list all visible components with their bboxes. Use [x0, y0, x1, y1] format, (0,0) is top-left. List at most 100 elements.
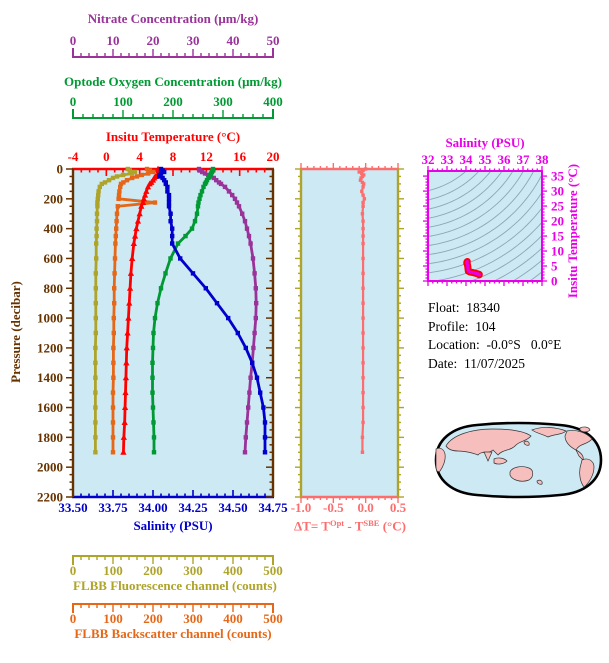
oxygen-axis-ruler: 0 100 200 300 400 — [70, 94, 283, 119]
ts-temperature-axis-title: Insitu Temperature (°C) — [565, 163, 580, 299]
delta-t-axis-title: ΔT= TOpt - TSBE (°C) — [250, 518, 450, 535]
svg-text:500: 500 — [263, 611, 283, 626]
svg-text:100: 100 — [113, 94, 133, 109]
svg-text:12: 12 — [200, 149, 213, 164]
svg-text:400: 400 — [263, 94, 283, 109]
svg-text:200: 200 — [143, 611, 163, 626]
svg-text:20: 20 — [267, 149, 280, 164]
svg-text:200: 200 — [143, 563, 163, 578]
map-landmass — [564, 430, 593, 451]
float-id-label: Float: — [428, 300, 460, 315]
svg-text:800: 800 — [44, 281, 64, 296]
profile-curve-fluorescence — [93, 166, 138, 455]
location-row: Location: -0.0°S 0.0°E — [428, 337, 561, 353]
svg-text:5: 5 — [551, 259, 558, 274]
fluorescence-axis-ruler: 0 100 200 300 400 500 — [70, 555, 283, 578]
profile-curve-oxygen — [150, 166, 216, 455]
svg-text:16: 16 — [233, 149, 247, 164]
svg-text:1000: 1000 — [37, 311, 63, 326]
map-landmass — [523, 440, 530, 446]
svg-text:400: 400 — [223, 611, 243, 626]
svg-text:0: 0 — [103, 149, 110, 164]
svg-text:0: 0 — [70, 33, 77, 48]
svg-text:37: 37 — [517, 152, 531, 167]
map-landmass — [579, 426, 591, 433]
svg-text:1400: 1400 — [37, 370, 63, 385]
ts-profile-curve — [463, 258, 483, 279]
delta-t-label-mid: - T — [344, 518, 364, 534]
svg-text:10: 10 — [107, 33, 120, 48]
svg-text:100: 100 — [103, 611, 123, 626]
svg-text:34.75: 34.75 — [258, 500, 288, 515]
svg-text:1600: 1600 — [37, 400, 63, 415]
svg-text:0: 0 — [551, 274, 558, 289]
svg-text:300: 300 — [213, 94, 233, 109]
svg-text:38: 38 — [536, 152, 550, 167]
salinity-axis-title: Salinity (PSU) — [133, 518, 213, 533]
float-id-row: Float: 18340 — [428, 300, 561, 316]
svg-text:0: 0 — [70, 94, 77, 109]
svg-text:34.25: 34.25 — [178, 500, 208, 515]
profile-number-value: 104 — [475, 318, 496, 334]
svg-text:1200: 1200 — [37, 340, 63, 355]
svg-text:30: 30 — [187, 33, 200, 48]
svg-text:25: 25 — [551, 199, 565, 214]
svg-text:34.00: 34.00 — [138, 500, 167, 515]
svg-text:33.50: 33.50 — [58, 500, 87, 515]
temperature-axis-title: Insitu Temperature (°C) — [105, 129, 241, 144]
delta-t-label-sup-opt: Opt — [329, 518, 345, 528]
backscatter-axis-ruler: 0 100 200 300 400 500 — [70, 603, 283, 626]
svg-text:10: 10 — [551, 244, 564, 259]
svg-text:32: 32 — [422, 152, 435, 167]
svg-text:20: 20 — [147, 33, 160, 48]
profile-curve-backscatter — [110, 166, 158, 455]
svg-text:50: 50 — [267, 33, 280, 48]
map-landmass — [536, 479, 543, 485]
date-value: 11/07/2025 — [464, 355, 526, 371]
map-landmass — [445, 428, 532, 456]
svg-text:0.0: 0.0 — [358, 500, 374, 515]
map-landmass — [531, 427, 567, 438]
svg-text:300: 300 — [183, 611, 203, 626]
svg-text:-4: -4 — [68, 149, 79, 164]
svg-text:34.50: 34.50 — [218, 500, 247, 515]
svg-text:15: 15 — [551, 229, 565, 244]
svg-text:400: 400 — [44, 221, 64, 236]
ts-density-contours — [428, 171, 542, 281]
delta-t-label-prefix: ΔT= T — [294, 518, 330, 534]
date-row: Date: 11/07/2025 — [428, 356, 561, 372]
svg-text:400: 400 — [223, 563, 243, 578]
svg-text:200: 200 — [163, 94, 183, 109]
oxygen-axis-title: Optode Oxygen Concentration (μm/kg) — [64, 74, 282, 89]
svg-text:500: 500 — [263, 563, 283, 578]
backscatter-axis-title: FLBB Backscatter channel (counts) — [74, 626, 272, 641]
delta-t-label-suffix: (°C) — [379, 518, 406, 534]
svg-text:2200: 2200 — [37, 490, 63, 505]
ts-diagram-title: Salinity (PSU) — [445, 135, 525, 150]
svg-text:4: 4 — [136, 149, 143, 164]
svg-text:-0.5: -0.5 — [323, 500, 344, 515]
svg-text:20: 20 — [551, 214, 564, 229]
svg-text:1800: 1800 — [37, 430, 63, 445]
fluorescence-axis-title: FLBB Fluorescence channel (counts) — [73, 578, 277, 593]
nitrate-axis-title: Nitrate Concentration (μm/kg) — [87, 11, 259, 26]
svg-text:600: 600 — [44, 251, 64, 266]
svg-text:34: 34 — [460, 152, 474, 167]
date-label: Date: — [428, 355, 458, 371]
svg-text:0.5: 0.5 — [390, 500, 407, 515]
pressure-right-axis — [266, 168, 275, 498]
profile-curve-temperature — [120, 165, 164, 455]
map-landmass — [435, 447, 446, 472]
svg-text:30: 30 — [551, 184, 564, 199]
profile-number-row: Profile: 104 — [428, 319, 561, 335]
svg-text:0: 0 — [70, 611, 77, 626]
delta-t-panel: -1.0 -0.5 0.0 0.5 — [291, 163, 407, 515]
svg-text:8: 8 — [170, 149, 177, 164]
svg-text:40: 40 — [227, 33, 240, 48]
profile-curve-salinity — [157, 166, 268, 455]
svg-text:100: 100 — [103, 563, 123, 578]
location-value: -0.0°S 0.0°E — [486, 337, 562, 352]
